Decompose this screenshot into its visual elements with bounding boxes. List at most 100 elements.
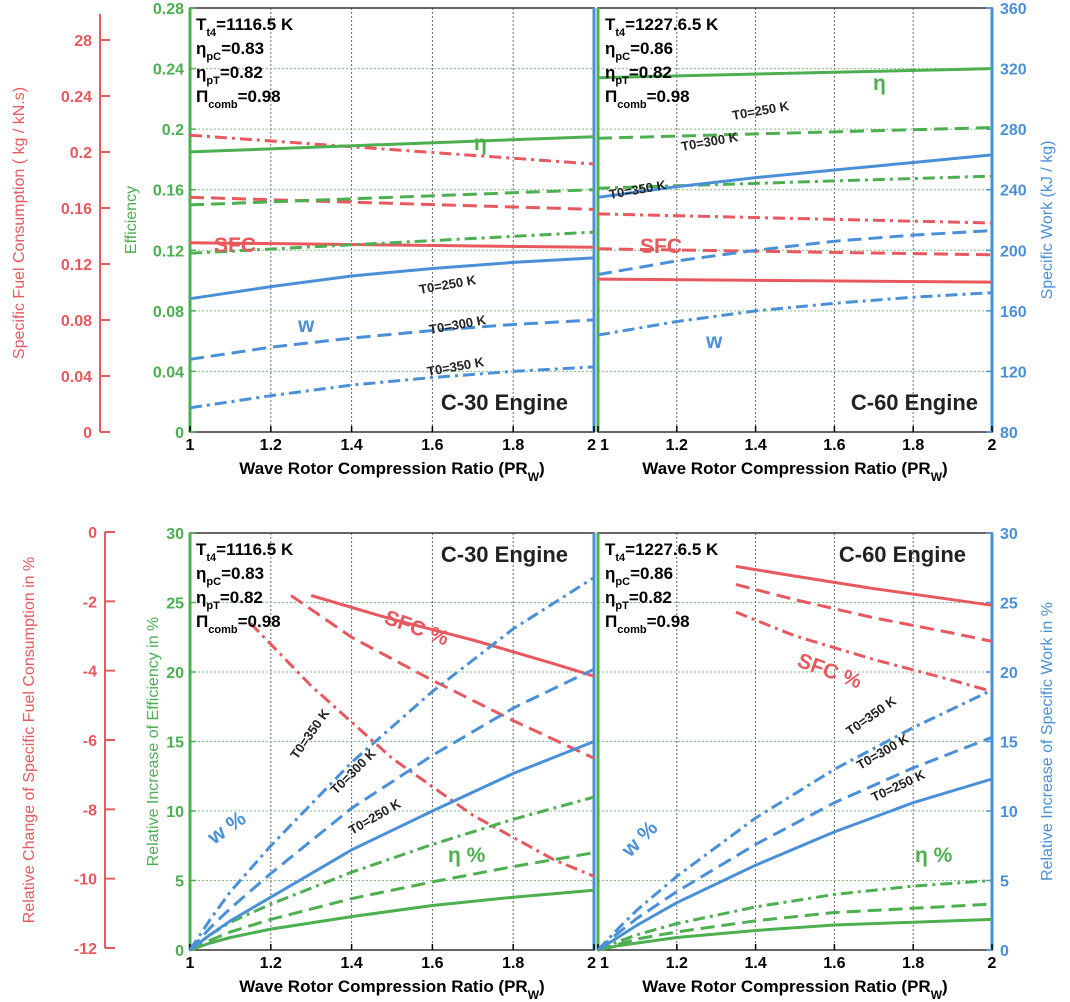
inner-tick-label: 20 <box>166 665 184 682</box>
inner-tick-label: 0.16 <box>153 183 184 200</box>
inner-tick-label: 30 <box>166 526 184 543</box>
series-line-blue-dashdot <box>597 291 993 337</box>
param-line: Πcomb=0.98 <box>196 87 281 111</box>
inner-tick-label: 0.28 <box>153 1 184 18</box>
left-tick-label: 0.04 <box>61 369 92 386</box>
param-line: Tt4=1227.6.5 K <box>605 15 719 39</box>
x-tick-label: 1.4 <box>340 955 362 972</box>
param-line: Tt4=1116.5 K <box>196 15 294 39</box>
annotation-label: T0=350 K <box>843 693 899 739</box>
x-tick-label: 1 <box>186 955 195 972</box>
inner-tick-label: 0.08 <box>153 304 184 321</box>
series-line-green-dash <box>189 851 595 952</box>
panel-c60_abs: 1 1.2 1.4 1.6 1.8 2 Wave Rotor Compression Rat… <box>596 1 1056 484</box>
series-line-red-dash <box>597 247 993 257</box>
annotation-label: T0=250 K <box>346 796 404 838</box>
annotation-label: η <box>873 72 886 95</box>
inner-axis-label: Relative Increase of Efficiency in % <box>145 617 162 867</box>
panel-c30_abs: 1 1.2 1.4 1.6 1.8 2 Wave Rotor Compression Rat… <box>11 1 596 484</box>
param-line: ηpT=0.82 <box>605 588 672 612</box>
param-line: Tt4=1116.5 K <box>196 540 294 564</box>
x-tick-label: 1.2 <box>260 437 282 454</box>
series-line-blue-dash <box>597 735 993 952</box>
right-tick-label: 160 <box>1000 304 1027 321</box>
left-tick-label: -2 <box>83 594 97 611</box>
panel-title: C-30 Engine <box>441 390 568 415</box>
left-tick-label: -6 <box>83 733 97 750</box>
annotation-label: w <box>705 330 723 353</box>
series-line-green-dashdot <box>597 174 993 190</box>
series-line-red-dashdot <box>597 212 993 225</box>
right-tick-label: 30 <box>1000 526 1018 543</box>
param-line: ηpC=0.83 <box>196 564 264 588</box>
inner-tick-label: 0 <box>175 425 184 442</box>
x-tick-label: 1.6 <box>823 437 845 454</box>
series-line-red-solid <box>189 241 595 249</box>
annotation-label: T0=250 K <box>869 767 928 805</box>
left-tick-label: -12 <box>74 941 97 958</box>
series-line-red-solid <box>597 277 993 284</box>
right-tick-label: 280 <box>1000 122 1027 139</box>
series-line-green-dash <box>597 126 993 140</box>
right-axis-label: Specific Work (kJ / kg) <box>1039 141 1056 300</box>
x-tick-label: 1.8 <box>902 955 924 972</box>
right-tick-label: 240 <box>1000 183 1027 200</box>
inner-tick-label: 15 <box>166 735 184 752</box>
param-line: ηpC=0.83 <box>196 39 264 63</box>
x-axis-label: Wave Rotor Compression Ratio (PRW) <box>239 459 544 484</box>
inner-tick-label: 0.12 <box>153 243 184 260</box>
x-tick-label: 1.6 <box>421 955 443 972</box>
series-line-green-solid <box>597 67 993 80</box>
inner-tick-label: 10 <box>166 804 184 821</box>
right-tick-label: 80 <box>1000 425 1018 442</box>
left-tick-label: -8 <box>83 802 97 819</box>
series-line-blue-dash <box>189 318 595 361</box>
left-axis-label: Specific Fuel Consumption ( kg / kN.s) <box>11 87 28 359</box>
param-line: Πcomb=0.98 <box>605 612 690 636</box>
annotation-label: T0=250 K <box>418 272 478 297</box>
inner-axis-label: Efficiency <box>123 186 140 254</box>
x-axis-label: Wave Rotor Compression Ratio (PRW) <box>642 459 947 484</box>
series-line-blue-dashdot <box>188 576 595 951</box>
x-tick-label: 1.8 <box>902 437 924 454</box>
right-tick-label: 20 <box>1000 665 1018 682</box>
x-tick-label: 2 <box>988 437 997 454</box>
annotation-label: w % <box>617 816 663 862</box>
right-tick-label: 0 <box>1000 943 1009 960</box>
right-tick-label: 10 <box>1000 804 1018 821</box>
right-tick-label: 200 <box>1000 243 1027 260</box>
left-tick-label: -10 <box>74 872 97 889</box>
series-line-red-dashdot <box>249 622 595 878</box>
panel-c60_rel: 1 1.2 1.4 1.6 1.8 2 Wave Rotor Compression Rat… <box>596 526 1056 1002</box>
x-axis-label: Wave Rotor Compression Ratio (PRW) <box>642 977 947 1002</box>
inner-tick-label: 0.04 <box>153 364 184 381</box>
x-tick-label: 1.4 <box>744 955 766 972</box>
annotation-label: SFC % <box>794 649 865 693</box>
x-tick-label: 1.2 <box>666 955 688 972</box>
x-tick-label: 1.2 <box>260 955 282 972</box>
right-tick-label: 320 <box>1000 62 1027 79</box>
series-line-red-dash <box>189 195 595 211</box>
annotation-label: T0=300 K <box>680 129 740 154</box>
series-line-blue-dashdot <box>189 365 595 410</box>
series-line-red-dash <box>290 594 595 760</box>
series-line-blue-solid <box>189 256 595 301</box>
panel-title: C-60 Engine <box>851 390 978 415</box>
param-line: Πcomb=0.98 <box>605 87 690 111</box>
series-line-green-solid <box>597 917 993 952</box>
series-line-red-solid <box>310 594 595 678</box>
left-tick-label: 0.24 <box>61 89 92 106</box>
left-tick-label: 0 <box>88 525 97 542</box>
x-tick-label: 1.2 <box>666 437 688 454</box>
series-line-green-dash <box>189 188 595 207</box>
x-tick-label: 2 <box>587 955 596 972</box>
left-tick-label: 0 <box>83 425 92 442</box>
x-tick-label: 1.6 <box>421 437 443 454</box>
series-line-red-dashdot <box>735 610 993 693</box>
inner-tick-label: 0.2 <box>162 122 184 139</box>
left-tick-label: -4 <box>83 664 97 681</box>
annotation-label: w % <box>203 807 251 850</box>
param-line: Πcomb=0.98 <box>196 612 281 636</box>
left-tick-label: 0.08 <box>61 313 92 330</box>
